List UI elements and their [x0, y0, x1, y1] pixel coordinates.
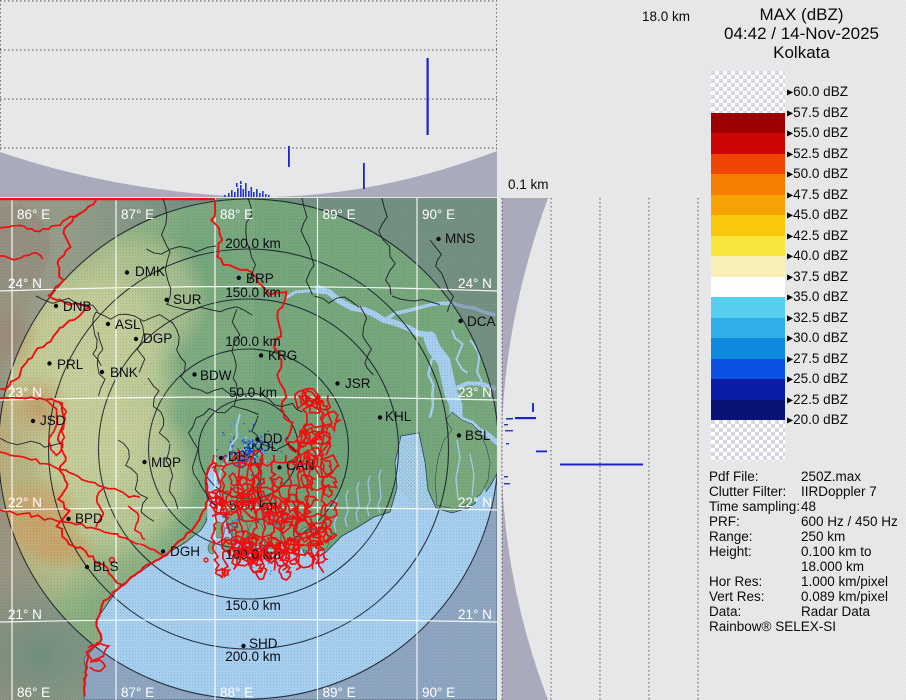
svg-text:KHL: KHL [385, 409, 412, 424]
svg-text:88° E: 88° E [220, 207, 253, 222]
svg-text:89° E: 89° E [323, 685, 356, 700]
svg-text:150.0 km: 150.0 km [225, 598, 281, 613]
svg-text:BSL: BSL [465, 428, 491, 443]
svg-text:DNB: DNB [63, 299, 92, 314]
svg-text:22° N: 22° N [458, 495, 492, 510]
svg-text:JSD: JSD [40, 413, 66, 428]
svg-text:21° N: 21° N [458, 607, 492, 622]
svg-text:90° E: 90° E [422, 685, 455, 700]
svg-text:DD: DD [263, 431, 283, 446]
svg-text:ASL: ASL [115, 317, 141, 332]
svg-text:90° E: 90° E [422, 207, 455, 222]
svg-text:86° E: 86° E [17, 685, 50, 700]
svg-text:86° E: 86° E [17, 207, 50, 222]
svg-text:50.0 km: 50.0 km [229, 385, 277, 400]
svg-text:BDW: BDW [200, 368, 232, 383]
svg-text:21° N: 21° N [8, 607, 42, 622]
svg-text:87° E: 87° E [121, 685, 154, 700]
svg-text:87° E: 87° E [121, 207, 154, 222]
svg-text:89° E: 89° E [323, 207, 356, 222]
svg-text:MDP: MDP [151, 455, 181, 470]
svg-text:BNK: BNK [110, 365, 138, 380]
svg-text:BRP: BRP [246, 271, 274, 286]
svg-text:200.0 km: 200.0 km [225, 649, 281, 664]
svg-text:24° N: 24° N [8, 276, 42, 291]
svg-text:MNS: MNS [445, 231, 475, 246]
svg-text:SHD: SHD [249, 636, 278, 651]
svg-text:200.0 km: 200.0 km [225, 236, 281, 251]
svg-text:DMK: DMK [135, 264, 165, 279]
svg-text:JSR: JSR [345, 376, 371, 391]
svg-text:DGP: DGP [143, 331, 172, 346]
svg-text:150.0 km: 150.0 km [225, 285, 281, 300]
svg-text:DCA: DCA [467, 314, 496, 329]
svg-text:SUR: SUR [173, 292, 202, 307]
svg-text:24° N: 24° N [458, 276, 492, 291]
svg-text:PRL: PRL [57, 357, 84, 372]
svg-text:88° E: 88° E [220, 685, 253, 700]
svg-text:BLS: BLS [93, 559, 119, 574]
svg-text:KRG: KRG [268, 348, 297, 363]
svg-text:BPD: BPD [75, 511, 103, 526]
svg-text:100.0 km: 100.0 km [225, 334, 281, 349]
svg-text:DGH: DGH [170, 544, 200, 559]
svg-text:23° N: 23° N [458, 385, 492, 400]
svg-text:22° N: 22° N [8, 495, 42, 510]
svg-text:23° N: 23° N [8, 385, 42, 400]
